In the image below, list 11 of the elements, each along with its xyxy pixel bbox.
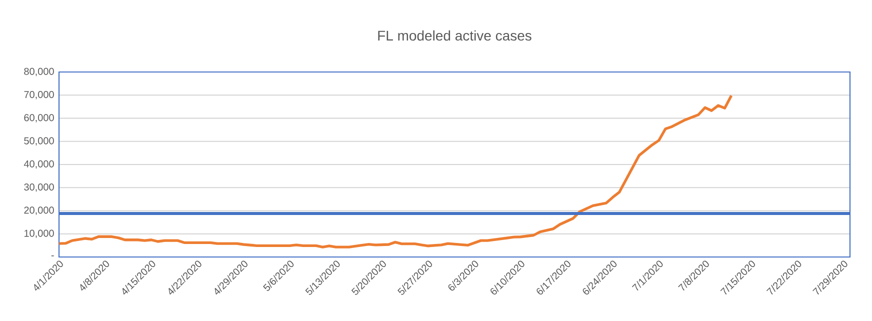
chart-title: FL modeled active cases	[378, 30, 532, 41]
y-tick-label: 50,000	[24, 137, 54, 146]
y-tick-label: 10,000	[24, 230, 54, 238]
y-tick-label: 70,000	[24, 90, 54, 100]
y-tick-label: 30,000	[24, 183, 54, 192]
y-tick-label: -	[51, 255, 54, 256]
y-tick-label: 80,000	[24, 68, 54, 76]
y-tick-label: 20,000	[24, 206, 54, 215]
y-tick-label: 40,000	[24, 160, 54, 169]
line-series	[59, 94, 733, 248]
y-tick-label: 60,000	[24, 114, 54, 122]
